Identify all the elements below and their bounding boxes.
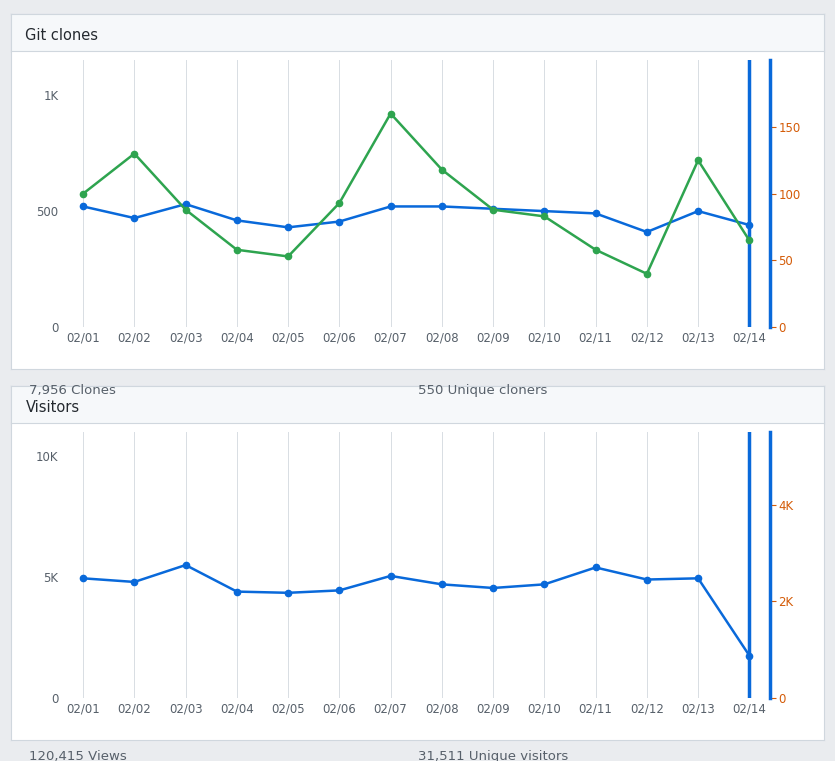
Text: 550 Unique cloners: 550 Unique cloners (418, 384, 547, 397)
Text: 31,511 Unique visitors: 31,511 Unique visitors (418, 750, 568, 761)
Text: 7,956 Clones: 7,956 Clones (29, 384, 116, 397)
Text: Git clones: Git clones (26, 28, 99, 43)
Text: 120,415 Views: 120,415 Views (29, 750, 127, 761)
Text: Visitors: Visitors (26, 400, 79, 415)
